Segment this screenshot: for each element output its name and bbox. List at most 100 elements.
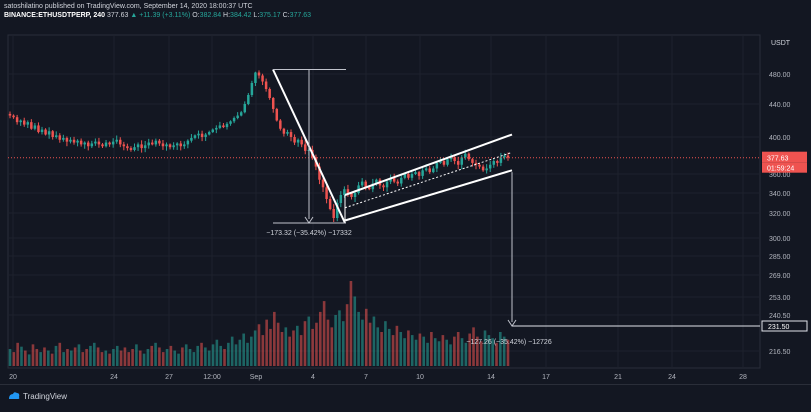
candle-body bbox=[268, 89, 271, 98]
measure-drop-label: −173.32 (−35.42%) −17332 bbox=[266, 230, 352, 237]
volume-bar bbox=[227, 342, 230, 366]
volume-bar bbox=[119, 350, 123, 366]
publisher-line: satoshilatino published on TradingView.c… bbox=[4, 3, 253, 10]
volume-bar bbox=[476, 336, 479, 366]
candle-body bbox=[264, 81, 268, 89]
volume-bar bbox=[380, 332, 383, 366]
volume-bar bbox=[161, 352, 165, 366]
candle-body bbox=[360, 181, 364, 186]
volume-bar bbox=[112, 349, 115, 366]
chart-grid bbox=[7, 34, 761, 369]
countdown-label: 01:59:24 bbox=[767, 166, 794, 173]
candle-body bbox=[65, 137, 69, 142]
tradingview-brand[interactable]: TradingView bbox=[8, 391, 67, 401]
candle-body bbox=[168, 144, 172, 148]
candle-body bbox=[368, 187, 371, 190]
volume-bar bbox=[472, 327, 475, 366]
candle-body bbox=[158, 140, 161, 144]
volume-bar bbox=[403, 338, 406, 366]
chart-drawings: −173.32 (−35.42%) −17332 −127.26 (−35.42%… bbox=[8, 69, 760, 346]
candle-body bbox=[243, 104, 247, 113]
candle-body bbox=[442, 161, 446, 165]
volume-bar bbox=[16, 342, 19, 366]
volume-bar bbox=[437, 341, 441, 366]
candle-body bbox=[51, 131, 54, 137]
candle-body bbox=[485, 168, 488, 171]
candle-body bbox=[204, 134, 207, 137]
target-price-label: 231.50 bbox=[768, 324, 790, 331]
low-value: 375.17 bbox=[259, 12, 281, 19]
channel-upper-line bbox=[344, 133, 513, 196]
candle-body bbox=[218, 125, 222, 128]
volume-bar bbox=[20, 346, 23, 366]
candle-body bbox=[165, 144, 168, 147]
volume-bar bbox=[311, 328, 314, 366]
y-tick-label: 400.00 bbox=[769, 135, 791, 142]
volume-bar bbox=[24, 350, 27, 366]
candle-body bbox=[279, 120, 282, 129]
candle-body bbox=[350, 193, 353, 197]
candle-body bbox=[8, 113, 12, 116]
y-tick-label: 240.50 bbox=[769, 313, 791, 320]
candle-body bbox=[385, 181, 389, 188]
volume-bar bbox=[39, 352, 42, 366]
volume-bar bbox=[506, 339, 510, 366]
candle-body bbox=[186, 140, 190, 145]
y-tick-label: 300.00 bbox=[769, 236, 791, 243]
candle-body bbox=[503, 155, 506, 158]
volume-bar bbox=[154, 342, 157, 366]
price-chart[interactable]: −173.32 (−35.42%) −17332 −127.26 (−35.42%… bbox=[0, 28, 811, 384]
volume-bar bbox=[89, 345, 92, 366]
x-tick-label: 21 bbox=[614, 374, 622, 381]
x-tick-label: 28 bbox=[739, 374, 747, 381]
volume-bar bbox=[407, 330, 410, 366]
volume-bar bbox=[315, 322, 318, 366]
volume-bar bbox=[426, 342, 429, 366]
candle-body bbox=[410, 174, 414, 178]
candlestick-series bbox=[8, 70, 510, 223]
volume-bar bbox=[265, 319, 268, 366]
volume-bar bbox=[131, 349, 134, 366]
candle-body bbox=[239, 112, 243, 116]
volume-bar bbox=[361, 319, 364, 366]
volume-bar bbox=[62, 352, 65, 366]
candle-body bbox=[175, 143, 179, 146]
volume-bar bbox=[299, 335, 303, 366]
candle-body bbox=[328, 199, 332, 209]
candle-body bbox=[257, 72, 261, 76]
volume-bar bbox=[196, 345, 200, 366]
volume-bar bbox=[307, 316, 311, 366]
candle-body bbox=[87, 142, 90, 147]
high-label: H: bbox=[223, 12, 231, 19]
volume-bar bbox=[177, 353, 180, 366]
symbol-name[interactable]: BINANCE:ETHUSDTPERP, 240 bbox=[4, 12, 106, 19]
volume-bar bbox=[47, 350, 50, 366]
volume-bar bbox=[334, 315, 337, 366]
volume-bar bbox=[230, 336, 234, 366]
volume-bar bbox=[395, 325, 399, 366]
candle-body bbox=[183, 144, 186, 147]
volume-bar bbox=[127, 352, 131, 366]
volume-bar bbox=[372, 316, 376, 366]
x-tick-label: 24 bbox=[668, 374, 676, 381]
low-label: L: bbox=[253, 12, 260, 19]
volume-bar bbox=[261, 335, 265, 366]
candle-body bbox=[453, 157, 456, 162]
candle-body bbox=[140, 144, 143, 149]
candle-body bbox=[33, 125, 37, 129]
x-tick-label: 17 bbox=[542, 374, 550, 381]
volume-bar bbox=[192, 352, 196, 366]
volume-bar bbox=[430, 332, 433, 366]
candle-body bbox=[136, 144, 140, 148]
plot-frame bbox=[7, 34, 761, 369]
x-tick-label: 4 bbox=[311, 374, 315, 381]
volume-bar bbox=[81, 352, 85, 366]
volume-bar bbox=[441, 335, 445, 366]
volume-bar bbox=[292, 330, 295, 366]
candle-body bbox=[179, 143, 182, 147]
candle-body bbox=[101, 144, 104, 147]
volume-bar bbox=[215, 339, 219, 366]
candle-body bbox=[492, 161, 496, 165]
candle-body bbox=[424, 168, 428, 171]
chart-axes: 480.00 440.00 400.00 360.00 340.00 320.00 300.… bbox=[9, 40, 808, 381]
